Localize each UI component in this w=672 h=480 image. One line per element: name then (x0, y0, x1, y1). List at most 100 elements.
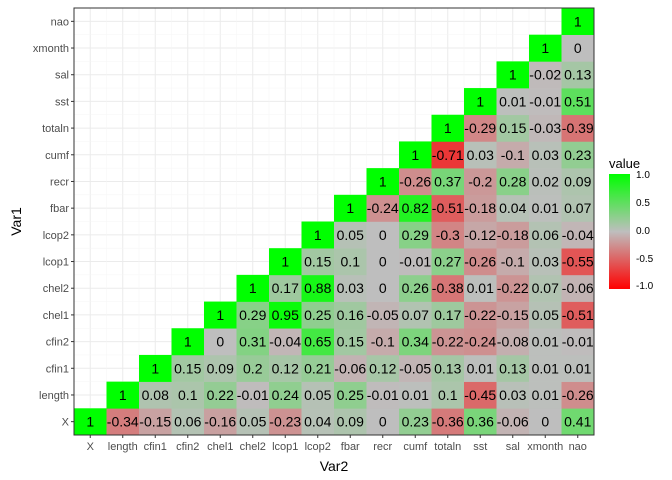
heatmap-cell (366, 248, 400, 276)
heatmap-cell (464, 354, 497, 382)
heatmap-cell (496, 194, 530, 222)
cell-value-label: 1 (346, 200, 354, 216)
cell-value-label: 0.21 (304, 360, 331, 376)
cell-value-label: 0.01 (467, 360, 494, 376)
heatmap-cell (204, 381, 237, 409)
heatmap-cell (529, 114, 562, 142)
cell-value-label: -0.1 (371, 334, 395, 350)
heatmap-cell (236, 408, 270, 436)
cell-value-label: 0.29 (239, 307, 266, 323)
heatmap-cell (171, 408, 205, 436)
cell-value-label: -0.16 (204, 414, 236, 430)
cell-value-label: 1 (151, 360, 159, 376)
cell-value-label: 0.65 (304, 334, 331, 350)
cell-value-label: -0.08 (497, 334, 529, 350)
cell-value-label: -0.01 (529, 93, 561, 109)
x-tick-label: sal (506, 441, 520, 453)
cell-value-label: 0.05 (304, 387, 331, 403)
heatmap-cell (139, 354, 172, 382)
cell-value-label: 0.31 (239, 334, 266, 350)
heatmap-cell (399, 381, 432, 409)
cell-value-label: -0.01 (237, 387, 269, 403)
cell-value-label: 0.82 (402, 200, 429, 216)
heatmap-cell (464, 194, 497, 222)
heatmap-cell (561, 221, 595, 249)
heatmap-cell (236, 274, 270, 302)
cell-value-label: 1 (541, 40, 549, 56)
heatmap-cell (561, 408, 595, 436)
cell-value-label: 0.01 (532, 387, 559, 403)
heatmap-cell (464, 141, 497, 169)
legend-tick-label: -0.5 (636, 254, 654, 265)
x-axis-title: Var2 (320, 458, 349, 474)
legend-tick-label: 0.5 (636, 198, 650, 209)
heatmap-cell (529, 194, 562, 222)
heatmap-cell (334, 221, 367, 249)
heatmap-cell (366, 194, 400, 222)
heatmap-cell (269, 354, 302, 382)
x-tick-label: lcop1 (272, 441, 298, 453)
cell-value-label: 0.36 (467, 414, 494, 430)
heatmap-cell (431, 381, 465, 409)
cell-value-label: -0.12 (464, 227, 496, 243)
x-tick-label: recr (373, 441, 392, 453)
heatmap-cell (431, 328, 465, 356)
x-tick-label: chel1 (207, 441, 233, 453)
cell-value-label: -0.15 (497, 307, 529, 323)
heatmap-cell (431, 168, 465, 196)
cell-value-label: 0.12 (369, 360, 396, 376)
heatmap-cell (561, 194, 595, 222)
heatmap-cell (301, 381, 335, 409)
cell-value-label: 0.01 (402, 387, 429, 403)
cell-value-label: 0.41 (564, 414, 591, 430)
x-tick-label: nao (569, 441, 587, 453)
cell-value-label: -0.3 (436, 227, 460, 243)
cell-value-label: 0.28 (499, 173, 526, 189)
heatmap-cell (236, 354, 270, 382)
cell-value-label: 0.01 (532, 200, 559, 216)
heatmap-cell (106, 381, 140, 409)
cell-value-label: 0.07 (402, 307, 429, 323)
cell-value-label: -0.01 (562, 334, 594, 350)
cell-value-label: -0.18 (497, 227, 529, 243)
x-tick-label: chel2 (240, 441, 266, 453)
cell-value-label: 0.05 (532, 307, 559, 323)
heatmap-cell (269, 301, 302, 329)
cell-value-label: 1 (444, 120, 452, 136)
cell-value-label: -0.03 (529, 120, 561, 136)
cell-value-label: -0.36 (432, 414, 464, 430)
cell-value-label: 0.15 (337, 334, 364, 350)
cell-value-label: 0.22 (207, 387, 234, 403)
heatmap-cell (496, 221, 530, 249)
heatmap-cell (496, 114, 530, 142)
cell-value-label: -0.02 (529, 67, 561, 83)
cell-value-label: 1 (476, 93, 484, 109)
heatmap-cell (399, 194, 432, 222)
heatmap-cell (269, 274, 302, 302)
heatmap-cell (334, 408, 367, 436)
cell-value-label: -0.51 (562, 307, 594, 323)
cell-value-label: 0.03 (467, 147, 494, 163)
heatmap-cell (529, 168, 562, 196)
heatmap-cell (334, 328, 367, 356)
cell-value-label: -0.22 (464, 307, 496, 323)
y-axis-title: Var1 (8, 207, 24, 236)
y-tick-label: length (39, 390, 69, 402)
heatmap-cell (269, 248, 302, 276)
heatmap-cell (171, 328, 205, 356)
cell-value-label: 0.27 (434, 254, 461, 270)
heatmap-cell (334, 194, 367, 222)
heatmap-cell (399, 248, 432, 276)
heatmap-cell (334, 354, 367, 382)
cell-value-label: 0 (216, 334, 224, 350)
cell-value-label: 1 (281, 254, 289, 270)
cell-value-label: 0 (541, 414, 549, 430)
heatmap-cell (431, 408, 465, 436)
cell-value-label: 1 (379, 173, 387, 189)
cell-value-label: -0.04 (562, 227, 594, 243)
cell-value-label: 0.06 (174, 414, 201, 430)
cell-value-label: -0.55 (562, 254, 594, 270)
heatmap-cell (204, 354, 237, 382)
heatmap-cell (399, 354, 432, 382)
heatmap-cell (236, 328, 270, 356)
